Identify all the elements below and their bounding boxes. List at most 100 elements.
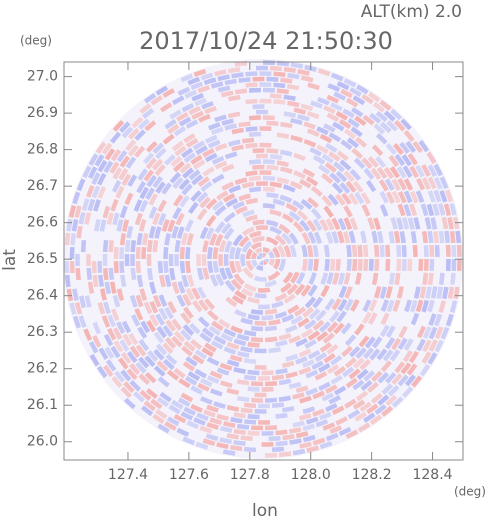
echo-patch — [173, 413, 187, 424]
echo-patch — [240, 407, 253, 414]
echo-patch — [323, 205, 334, 218]
echo-patch — [215, 273, 225, 287]
echo-patch — [224, 279, 236, 292]
echo-patch — [84, 295, 92, 308]
echo-patch — [323, 123, 336, 133]
echo-patch — [340, 322, 352, 335]
echo-patch — [208, 325, 221, 336]
echo-patch — [248, 159, 261, 165]
echo-patch — [266, 192, 279, 199]
echo-patch — [379, 286, 388, 300]
echo-patch — [393, 230, 401, 244]
echo-patch — [343, 205, 353, 218]
echo-patch — [157, 376, 170, 388]
echo-patch — [223, 346, 237, 355]
echo-patch — [68, 205, 77, 218]
echo-patch — [330, 72, 344, 82]
echo-patch — [275, 440, 288, 447]
echo-patch — [146, 319, 157, 333]
echo-patch — [116, 219, 124, 232]
echo-patch — [182, 293, 192, 307]
echo-patch — [394, 153, 406, 167]
echo-patch — [256, 255, 262, 260]
echo-patch — [379, 324, 390, 338]
echo-patch — [145, 157, 157, 170]
echo-patch — [115, 185, 125, 199]
echo-patch — [110, 131, 122, 144]
echo-patch — [300, 328, 314, 339]
echo-patch — [253, 275, 267, 282]
echo-patch — [321, 392, 335, 402]
echo-patch — [298, 413, 312, 421]
echo-patch — [410, 230, 417, 244]
echo-patch — [143, 400, 156, 412]
echo-patch — [230, 325, 243, 334]
echo-patch — [248, 186, 262, 193]
echo-patch — [298, 348, 312, 358]
echo-patch — [125, 156, 137, 169]
echo-patch — [181, 147, 194, 159]
echo-patch — [322, 422, 336, 431]
echo-patch — [369, 348, 381, 361]
echo-patch — [278, 223, 291, 235]
echo-patch — [348, 345, 361, 358]
echo-patch — [391, 190, 401, 204]
echo-patch — [121, 126, 134, 139]
echo-patch — [423, 244, 429, 257]
echo-patch — [134, 212, 143, 226]
echo-patch — [450, 272, 456, 286]
echo-patch — [426, 151, 437, 165]
echo-patch — [419, 364, 431, 377]
echo-patch — [384, 337, 396, 350]
echo-patch — [343, 217, 353, 230]
echo-patch — [217, 318, 231, 329]
echo-patch — [271, 374, 285, 381]
echo-patch — [320, 272, 329, 286]
echo-patch — [231, 127, 244, 135]
echo-patch — [394, 119, 406, 132]
echo-patch — [222, 193, 236, 203]
echo-patch — [439, 189, 448, 203]
echo-patch — [427, 230, 434, 244]
echo-patch — [390, 216, 398, 230]
echo-patch — [373, 217, 381, 230]
echo-patch — [333, 91, 347, 101]
echo-patch — [214, 69, 227, 77]
echo-patch — [416, 177, 426, 191]
echo-patch — [66, 288, 74, 302]
y-label: lat — [0, 249, 20, 271]
echo-patch — [262, 247, 271, 254]
echo-patch — [75, 268, 81, 281]
echo-patch — [338, 119, 352, 130]
echo-patch — [354, 411, 367, 422]
echo-patch — [228, 184, 242, 194]
echo-patch — [306, 128, 320, 138]
echo-patch — [321, 194, 333, 207]
echo-patch — [283, 66, 297, 74]
echo-patch — [82, 165, 92, 179]
echo-patch — [185, 246, 191, 260]
echo-patch — [297, 317, 310, 328]
echo-patch — [286, 83, 300, 91]
echo-patch — [374, 258, 380, 272]
echo-patch — [205, 198, 218, 210]
echo-patch — [152, 142, 165, 154]
echo-patch — [243, 374, 257, 381]
echo-patch — [334, 193, 346, 206]
echo-patch — [322, 332, 335, 344]
echo-patch — [112, 327, 123, 340]
echo-patch — [243, 358, 257, 365]
echo-patch — [144, 120, 157, 132]
echo-patch — [92, 335, 102, 348]
echo-patch — [177, 397, 191, 408]
echo-patch — [139, 103, 152, 114]
echo-patch — [386, 299, 395, 313]
echo-patch — [164, 274, 172, 288]
echo-patch — [268, 250, 275, 259]
echo-patch — [180, 73, 194, 83]
echo-patch — [241, 137, 255, 144]
y-tick-label: 26.3 — [27, 324, 58, 340]
echo-patch — [71, 219, 79, 232]
echo-patch — [428, 326, 438, 340]
echo-patch — [234, 289, 247, 300]
